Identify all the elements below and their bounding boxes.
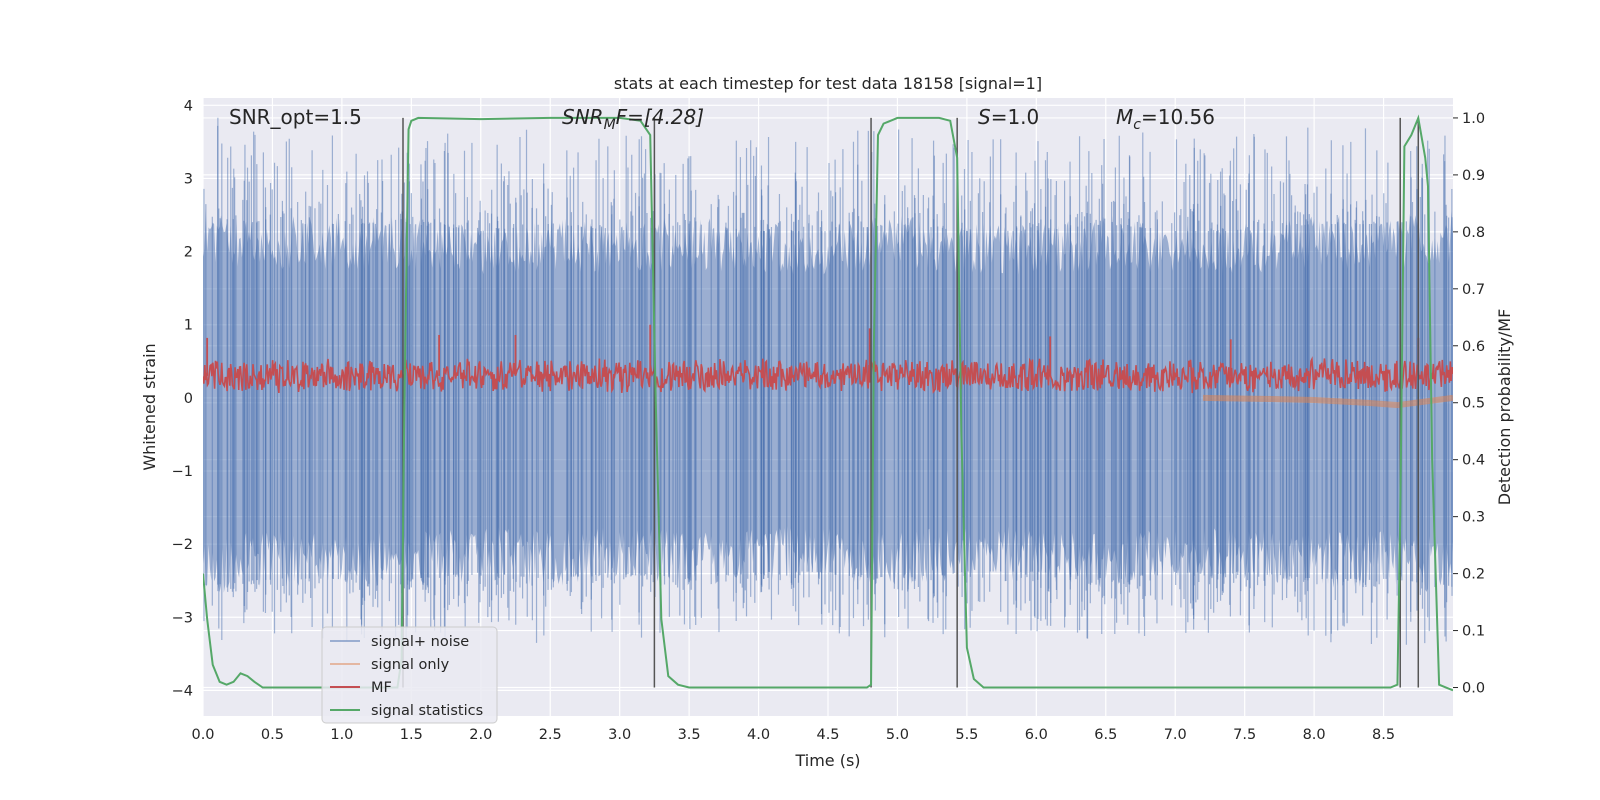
y-tick-label: −4	[172, 683, 193, 699]
y-right-tick-label: 0.6	[1462, 339, 1485, 355]
x-tick-label: 0.0	[191, 727, 214, 743]
legend: signal+ noise signal only MF signal stat…	[321, 626, 498, 724]
annotation-mc-rest: =10.56	[1141, 105, 1215, 129]
annotation-s: S=1.0	[978, 105, 1039, 129]
series-signal-statistics	[203, 114, 1453, 692]
signal-only-line	[1202, 394, 1453, 409]
legend-label-signal-statistics: signal statistics	[371, 703, 483, 719]
annotation-snr-mf-main: SNR	[562, 105, 604, 129]
y-tick-label: −3	[172, 610, 193, 626]
x-axis-label: Time (s)	[794, 751, 860, 770]
annotation-snr-mf-rest: F=[4.28]	[616, 105, 704, 129]
y-right-tick-label: 0.2	[1462, 567, 1485, 583]
x-tick-label: 7.0	[1164, 727, 1187, 743]
annotation-snr-opt: SNR_opt=1.5	[229, 105, 362, 129]
y-right-tick-label: 0.5	[1462, 396, 1485, 412]
y-right-tick-label: 0.9	[1462, 168, 1485, 184]
y-tick-label: −1	[172, 464, 193, 480]
signal-statistics-line	[203, 114, 1453, 692]
y-tick-label: 2	[184, 245, 193, 261]
y-tick-label: −2	[172, 537, 193, 553]
legend-frame	[321, 626, 498, 724]
y-right-tick-label: 0.3	[1462, 510, 1485, 526]
y-right-tick-label: 0.7	[1462, 282, 1485, 298]
annotation-snr-mf: SNRMF=[4.28]	[562, 105, 704, 133]
y-axis-left: 4 3 2 1 0 −1 −2 −3 −4	[172, 98, 193, 699]
annotation-mc-sub: c	[1133, 117, 1141, 133]
x-tick-label: 4.5	[816, 727, 839, 743]
x-tick-label: 0.5	[261, 727, 284, 743]
chart-title: stats at each timestep for test data 181…	[614, 74, 1042, 93]
x-tick-label: 8.5	[1372, 727, 1395, 743]
legend-label-signal-only: signal only	[371, 657, 450, 673]
mf-line	[203, 356, 1453, 394]
x-axis: 0.0 0.5 1.0 1.5 2.0 2.5 3.0 3.5 4.0 4.5 5.0 5.5 6.0 6…	[191, 727, 1395, 743]
x-tick-label: 2.5	[539, 727, 562, 743]
series-signal-plus-noise	[203, 117, 1453, 645]
x-tick-label: 3.0	[608, 727, 631, 743]
x-tick-label: 1.0	[330, 727, 353, 743]
y-tick-label: 3	[184, 171, 193, 187]
annotation-snr-mf-sub: M	[604, 117, 616, 133]
y-right-tick-label: 0.1	[1462, 624, 1485, 640]
y-tick-label: 1	[184, 318, 193, 334]
x-tick-label: 6.5	[1094, 727, 1117, 743]
legend-label-signal-plus-noise: signal+ noise	[371, 634, 469, 650]
y-tick-label: 4	[184, 98, 193, 114]
x-tick-label: 2.0	[469, 727, 492, 743]
series-signal-only	[1202, 394, 1453, 409]
x-tick-label: 5.0	[886, 727, 909, 743]
y-right-tick-label: 0.0	[1462, 681, 1485, 697]
y-right-tick-label: 0.8	[1462, 225, 1485, 241]
y-axis-label: Whitened strain	[140, 343, 159, 470]
annotation-s-rest: =1.0	[991, 105, 1040, 129]
x-tick-label: 5.5	[955, 727, 978, 743]
annotation-mc-main: M	[1116, 105, 1133, 129]
x-tick-label: 6.0	[1025, 727, 1048, 743]
x-tick-label: 1.5	[400, 727, 423, 743]
y-tick-label: 0	[184, 391, 193, 407]
legend-label-mf: MF	[371, 680, 392, 696]
y-right-tick-label: 1.0	[1462, 111, 1485, 127]
x-tick-label: 4.0	[747, 727, 770, 743]
x-tick-label: 8.0	[1303, 727, 1326, 743]
y-axis-right: 1.0 0.9 0.8 0.7 0.6 0.5 0.4 0.3 0.2 0.1 0.0	[1453, 111, 1485, 697]
y-right-tick-label: 0.4	[1462, 453, 1485, 469]
x-tick-label: 7.5	[1233, 727, 1256, 743]
annotation-s-main: S	[978, 105, 991, 129]
y-axis-right-label: Detection probability/MF	[1495, 309, 1514, 506]
x-tick-label: 3.5	[678, 727, 701, 743]
annotation-mc: Mc=10.56	[1116, 105, 1215, 133]
